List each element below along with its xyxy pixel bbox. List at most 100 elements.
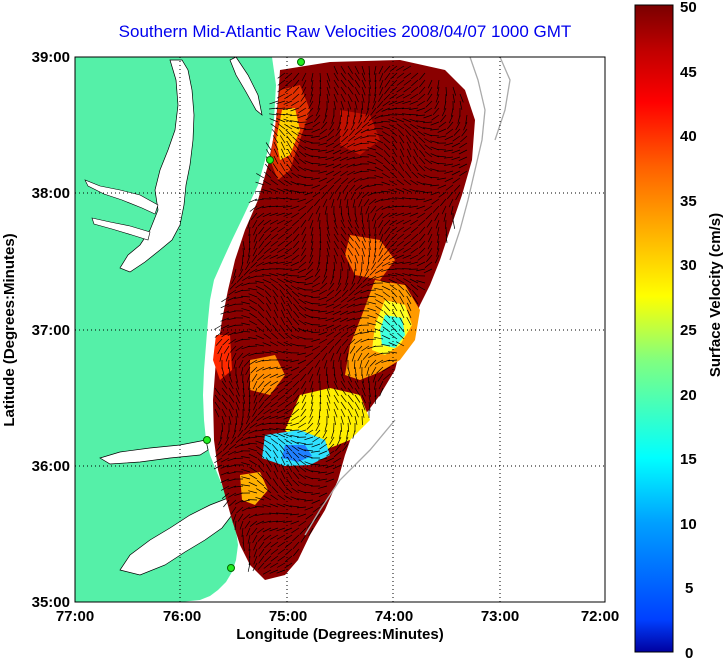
velocity-arrow [347, 79, 354, 88]
velocity-arrow [214, 387, 221, 396]
velocity-arrow [374, 336, 384, 340]
velocity-arrow [374, 293, 384, 298]
velocity-arrow [283, 261, 293, 265]
velocity-arrow [368, 373, 370, 384]
velocity-arrow [341, 177, 349, 185]
velocity-arrow [248, 548, 251, 559]
velocity-arrow [283, 107, 293, 110]
velocity-arrow [445, 184, 454, 191]
velocity-arrow [353, 149, 363, 153]
velocity-arrow [291, 373, 300, 380]
velocity-arrow [335, 128, 342, 137]
velocity-arrow [360, 177, 370, 181]
velocity-arrow [459, 170, 468, 177]
velocity-arrow [416, 181, 426, 186]
velocity-arrow [340, 65, 346, 74]
velocity-arrow [319, 233, 322, 244]
velocity-arrow [332, 324, 342, 330]
velocity-arrow [339, 429, 342, 439]
velocity-arrow [340, 387, 347, 396]
velocity-arrow [374, 287, 384, 291]
velocity-arrow [253, 401, 258, 411]
velocity-arrow [361, 247, 366, 257]
velocity-arrow [399, 317, 405, 326]
velocity-arrow [374, 233, 377, 244]
velocity-arrow [263, 284, 272, 291]
velocity-arrow [264, 444, 272, 452]
velocity-arrow [275, 422, 286, 424]
velocity-arrow [292, 86, 300, 94]
velocity-arrow [310, 86, 314, 96]
velocity-arrow [299, 527, 307, 535]
velocity-arrow [402, 254, 412, 259]
velocity-arrow [381, 114, 391, 117]
velocity-arrow [353, 135, 363, 141]
velocity-arrow [427, 240, 433, 250]
velocity-arrow [269, 520, 279, 523]
velocity-arrow [413, 142, 419, 151]
colorbar-tick-label: 0 [685, 645, 693, 659]
velocity-arrow [235, 436, 244, 443]
velocity-arrow [309, 93, 314, 103]
velocity-arrow [219, 352, 223, 362]
velocity-arrow [225, 352, 230, 362]
x-tick-labels: 77:00 76:00 75:00 74:00 73:00 72:00 [56, 608, 619, 625]
velocity-arrow [375, 359, 384, 365]
velocity-arrow [314, 513, 321, 522]
velocity-arrow [354, 387, 361, 396]
velocity-arrow [383, 93, 391, 101]
velocity-arrow [305, 429, 314, 436]
velocity-arrow [277, 226, 286, 233]
velocity-arrow [348, 289, 356, 297]
velocity-arrow [276, 118, 286, 123]
velocity-arrow [326, 401, 330, 411]
velocity-arrow [329, 436, 335, 445]
velocity-arrow [417, 130, 426, 137]
velocity-arrow [390, 233, 398, 241]
velocity-arrow [263, 254, 272, 260]
velocity-arrow [333, 65, 339, 75]
velocity-arrow [280, 163, 286, 172]
velocity-arrow [403, 278, 412, 284]
velocity-arrow [350, 121, 356, 131]
velocity-arrow [255, 440, 265, 445]
colorbar-tick-label: 15 [680, 451, 697, 468]
velocity-arrow [395, 254, 405, 259]
velocity-arrow [340, 205, 343, 216]
velocity-arrow [361, 380, 366, 390]
velocity-arrow [395, 212, 405, 217]
velocity-arrow [416, 107, 426, 112]
velocity-arrow [284, 408, 293, 414]
velocity-arrow [402, 219, 412, 225]
velocity-arrow [297, 127, 307, 130]
velocity-arrow [365, 107, 370, 117]
velocity-arrow [220, 303, 230, 309]
velocity-arrow [256, 254, 265, 262]
velocity-arrow [347, 93, 353, 103]
velocity-arrow [228, 373, 233, 383]
velocity-arrow [371, 261, 377, 270]
velocity-arrow [286, 317, 293, 326]
velocity-arrow [354, 212, 358, 222]
velocity-arrow [424, 261, 433, 268]
velocity-arrow [398, 135, 405, 144]
velocity-arrow [326, 254, 329, 265]
velocity-arrow [310, 240, 314, 250]
velocity-arrow [301, 233, 307, 243]
velocity-arrow [298, 298, 307, 305]
velocity-arrow [298, 261, 307, 268]
velocity-arrow [284, 438, 293, 445]
velocity-arrow [298, 466, 307, 473]
velocity-arrow [252, 380, 258, 390]
velocity-arrow [316, 261, 321, 271]
velocity-arrow [361, 240, 366, 250]
velocity-arrow [445, 86, 447, 97]
velocity-arrow [375, 305, 384, 312]
velocity-arrow [347, 219, 353, 229]
velocity-arrow [262, 189, 272, 193]
velocity-arrow [283, 373, 293, 379]
velocity-arrow [228, 408, 233, 418]
velocity-arrow [292, 318, 300, 326]
velocity-arrow [284, 247, 293, 254]
plot-frame [74, 56, 606, 603]
